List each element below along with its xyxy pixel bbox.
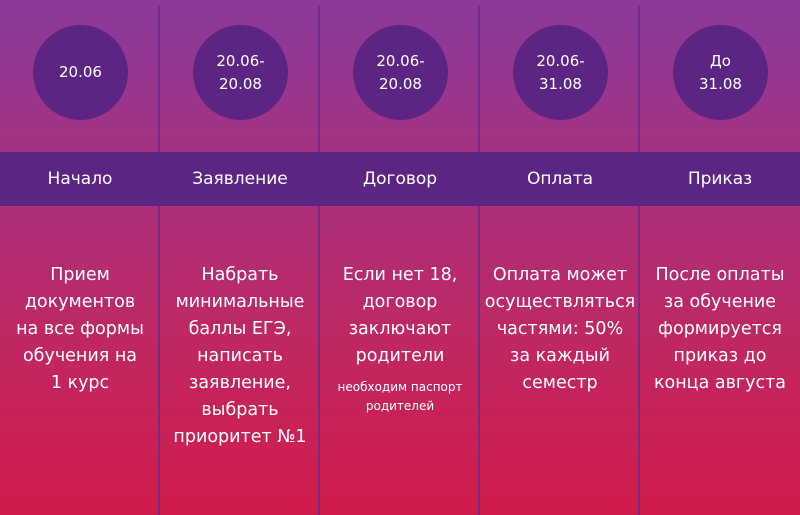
date-circle: 20.06- 31.08 [513, 25, 608, 120]
step-description: Набрать минимальные баллы ЕГЭ, написать … [164, 262, 316, 451]
step-description: Если нет 18, договор заключают родители н… [324, 262, 476, 416]
date-circle: 20.06 [33, 25, 128, 120]
stage-label: Заявление [192, 169, 288, 189]
timeline-step: 20.06- 20.08 Заявление Набрать минимальные… [160, 0, 320, 515]
date-circle: До 31.08 [673, 25, 768, 120]
divider [318, 5, 320, 515]
description-text: Оплата может осуществляться частями: 50%… [484, 265, 636, 393]
stage-band [0, 152, 800, 206]
description-note: необходим паспорт родителей [337, 380, 463, 413]
description-text: Если нет 18, договор заключают родители [342, 265, 458, 366]
divider [638, 5, 640, 515]
timeline-step: 20.06- 31.08 Оплата Оплата может осуществл… [480, 0, 640, 515]
description-text: Прием документов на все формы обучения н… [16, 265, 144, 393]
divider [478, 5, 480, 515]
stage-label: Начало [47, 169, 113, 189]
date-circle: 20.06- 20.08 [353, 25, 448, 120]
divider [158, 5, 160, 515]
step-description: Оплата может осуществляться частями: 50%… [484, 262, 636, 397]
description-text: Набрать минимальные баллы ЕГЭ, написать … [173, 265, 307, 447]
stage-label: Оплата [526, 169, 594, 189]
stage-label: Приказ [687, 169, 753, 189]
step-description: После оплаты за обучение формируется при… [644, 262, 796, 397]
description-text: После оплаты за обучение формируется при… [653, 265, 787, 393]
timeline-step: 20.06 Начало Прием документов на все формы… [0, 0, 160, 515]
stage-label: Договор [362, 169, 438, 189]
step-description: Прием документов на все формы обучения н… [4, 262, 156, 397]
timeline-step: До 31.08 Приказ После оплаты за обучение ф… [640, 0, 800, 515]
date-circle: 20.06- 20.08 [193, 25, 288, 120]
timeline-step: 20.06- 20.08 Договор Если нет 18, договор … [320, 0, 480, 515]
